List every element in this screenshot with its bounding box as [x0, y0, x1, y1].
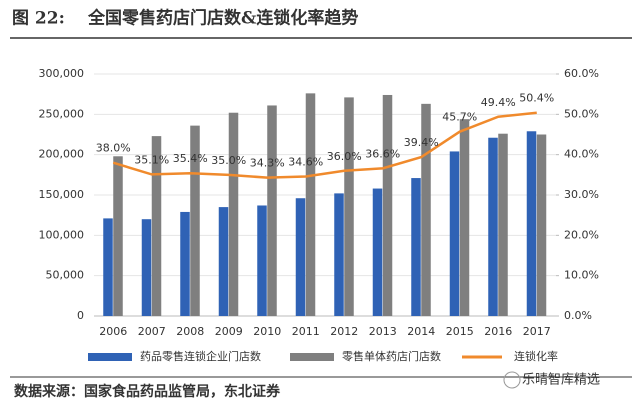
data-label: 34.6%: [288, 155, 323, 168]
y-tick-label: 200,000: [39, 148, 85, 161]
legend-swatch: [290, 353, 334, 361]
bar: [344, 97, 354, 316]
bar: [305, 93, 316, 316]
data-label: 35.4%: [173, 152, 208, 165]
y2-tick-label: 50.0%: [564, 107, 599, 120]
bar: [372, 188, 383, 316]
bar: [295, 198, 306, 316]
x-tick-label: 2008: [176, 325, 204, 338]
bar: [498, 133, 508, 316]
bar: [334, 193, 344, 316]
data-label: 49.4%: [481, 96, 516, 109]
y2-tick-label: 60.0%: [564, 67, 599, 80]
data-label: 39.4%: [404, 136, 439, 149]
data-label: 34.3%: [250, 157, 285, 170]
data-label: 35.0%: [211, 154, 246, 167]
bar: [151, 136, 162, 316]
bar: [113, 156, 123, 316]
bar: [267, 105, 277, 317]
data-label: 36.6%: [365, 147, 400, 160]
bar: [103, 218, 113, 316]
x-tick-label: 2011: [292, 325, 320, 338]
legend-label: 药品零售连锁企业门店数: [140, 349, 261, 363]
x-tick-label: 2017: [523, 325, 551, 338]
x-tick-label: 2012: [330, 325, 358, 338]
x-tick-label: 2013: [369, 325, 397, 338]
chart-title: 全国零售药店门店数&连锁化率趋势: [87, 8, 358, 29]
bar: [526, 131, 537, 316]
bar: [257, 205, 267, 316]
legend-swatch: [88, 353, 132, 361]
watermark-icon: [503, 371, 521, 389]
y-tick-label: 250,000: [39, 107, 85, 120]
watermark: 乐晴智库精选: [522, 372, 600, 388]
x-tick-label: 2015: [446, 325, 474, 338]
y2-tick-label: 0.0%: [564, 309, 592, 322]
x-tick-label: 2007: [138, 325, 166, 338]
bar: [421, 103, 431, 316]
bar: [190, 125, 200, 316]
data-label: 36.0%: [327, 150, 362, 163]
x-tick-label: 2016: [484, 325, 512, 338]
x-tick-label: 2014: [407, 325, 435, 338]
data-label: 50.4%: [519, 92, 554, 105]
bar: [218, 207, 229, 316]
data-label: 45.7%: [442, 111, 477, 124]
data-label: 38.0%: [96, 142, 131, 155]
y-tick-label: 150,000: [39, 188, 85, 201]
y2-tick-label: 40.0%: [564, 148, 599, 161]
y-tick-label: 50,000: [46, 269, 85, 282]
data-label: 35.1%: [134, 153, 169, 166]
bar: [459, 119, 470, 316]
legend-label: 连锁化率: [514, 349, 558, 363]
y2-tick-label: 10.0%: [564, 269, 599, 282]
bar: [141, 219, 152, 316]
bar: [180, 211, 190, 316]
x-tick-label: 2009: [215, 325, 243, 338]
bar: [411, 178, 421, 316]
line: [112, 111, 537, 179]
y-tick-label: 100,000: [39, 228, 85, 241]
bar: [449, 151, 460, 316]
bar: [536, 134, 547, 316]
y-tick-label: 300,000: [39, 67, 85, 80]
y-tick-label: 0: [77, 309, 84, 322]
bar: [228, 112, 239, 316]
y2-tick-label: 30.0%: [564, 188, 599, 201]
legend-label: 零售单体药店门店数: [342, 349, 441, 363]
bar: [488, 137, 498, 316]
figure-label: 图 22:: [12, 9, 65, 29]
x-tick-label: 2010: [253, 325, 281, 338]
source: 数据来源：国家食品药品监管局，东北证券: [14, 383, 281, 400]
x-tick-label: 2006: [99, 325, 127, 338]
bar: [382, 94, 393, 317]
y2-tick-label: 20.0%: [564, 228, 599, 241]
